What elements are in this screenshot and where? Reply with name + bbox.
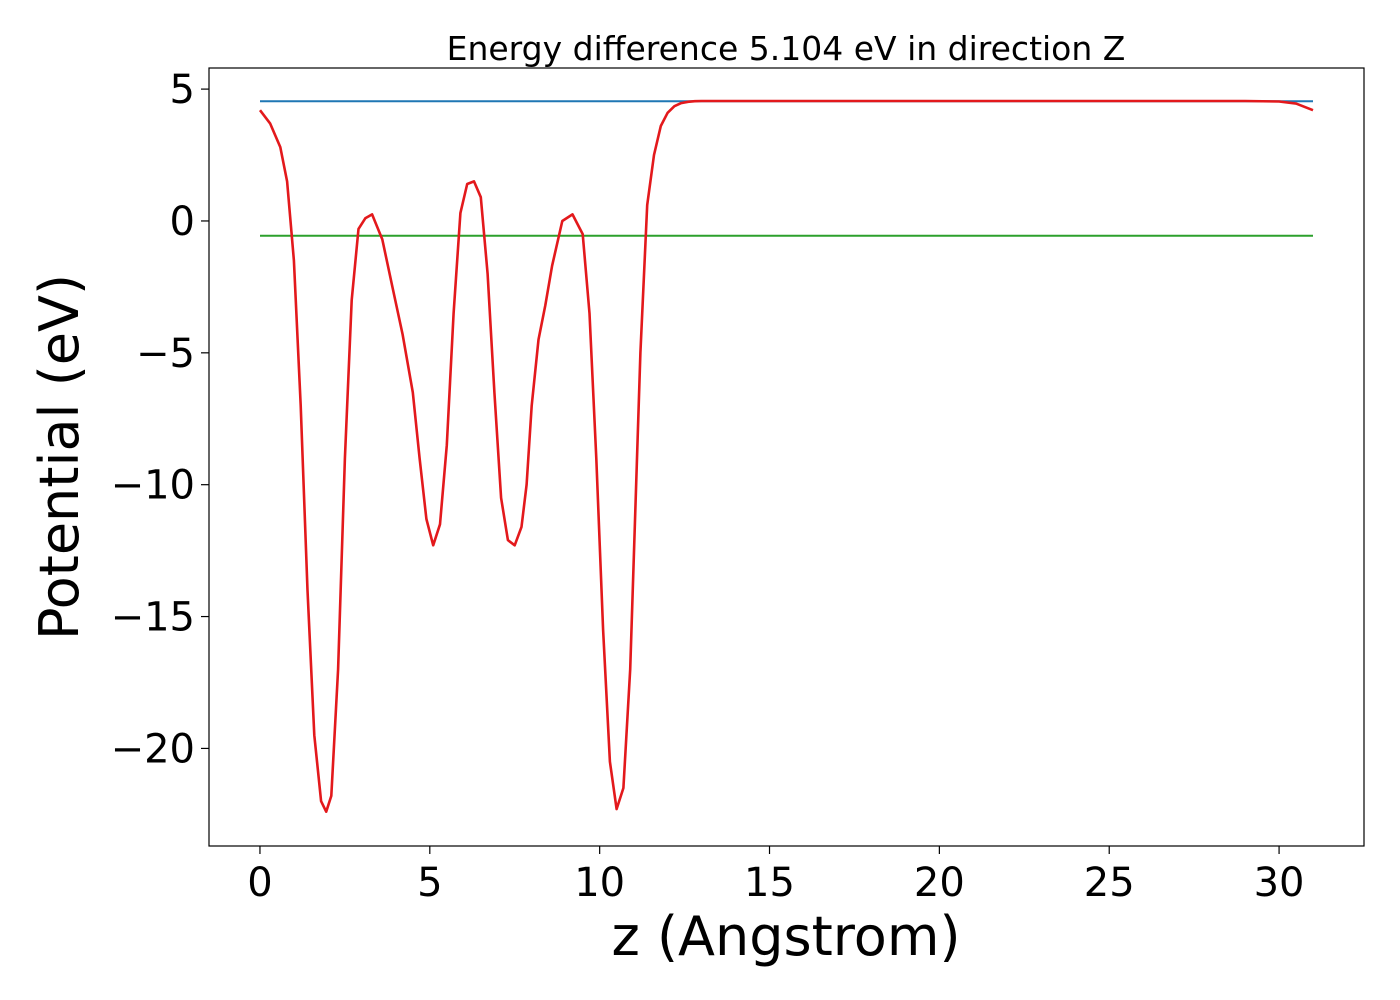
x-tick-label: 0 [247,860,272,906]
x-axis: 0 5 10 15 20 25 30 [247,846,1305,906]
x-axis-label: z (Angstrom) [611,905,960,968]
x-tick-label: 25 [1084,860,1135,906]
chart-title: Energy difference 5.104 eV in direction … [447,29,1126,68]
y-tick-label: −10 [111,463,195,509]
plot-area [258,99,1314,813]
x-tick-label: 30 [1254,860,1305,906]
y-tick-label: −15 [111,595,195,641]
plot-frame [208,67,1365,847]
x-tick-label: 5 [417,860,442,906]
x-tick-label: 15 [744,860,795,906]
y-axis-label: Potential (eV) [28,274,91,640]
y-tick-label: 5 [170,67,195,113]
x-tick-label: 20 [914,860,965,906]
y-tick-label: −5 [136,331,195,377]
series-line-2 [258,99,1314,813]
y-tick-label: −20 [111,726,195,772]
x-tick-label: 10 [574,860,625,906]
y-axis: 5 0 −5 −10 −15 −20 [111,67,209,772]
y-tick-label: 0 [170,199,195,245]
